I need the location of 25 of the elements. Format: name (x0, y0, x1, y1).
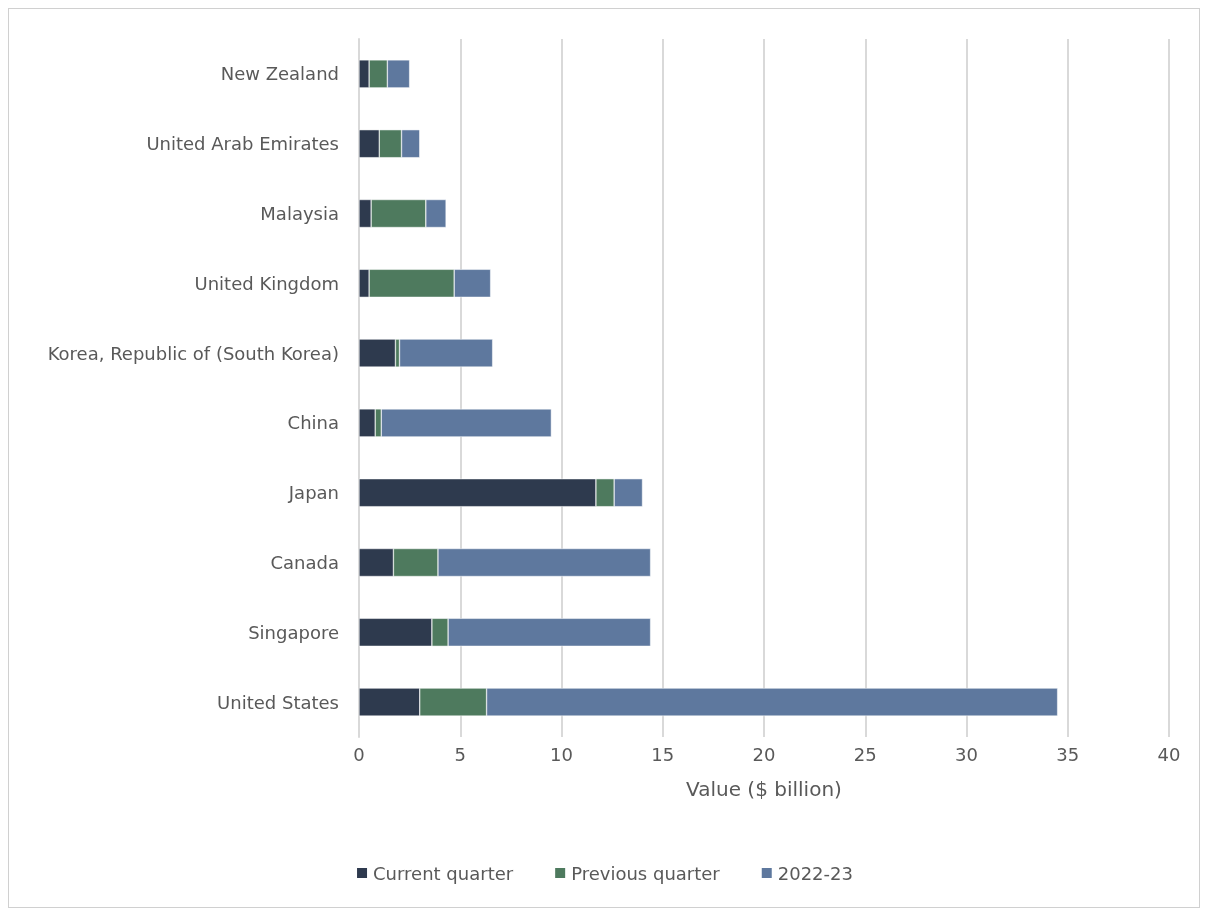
y-tick-label: Singapore (248, 621, 339, 643)
y-tick-label: Malaysia (260, 203, 339, 224)
y-tick-label: United States (217, 691, 339, 713)
y-tick-label: Japan (287, 482, 339, 504)
x-tick-label: 30 (955, 743, 978, 765)
y-tick-label: United Kingdom (194, 272, 339, 294)
y-tick-label: New Zealand (220, 63, 339, 85)
y-tick-label: Canada (270, 552, 339, 573)
x-tick-label: 0 (353, 743, 365, 765)
legend-label: 2022-23 (777, 862, 853, 884)
x-tick-label: 40 (1157, 743, 1181, 765)
x-tick-label: 5 (454, 743, 466, 765)
x-tick-label: 15 (651, 743, 675, 765)
x-tick-label: 35 (1056, 743, 1080, 765)
y-tick-label: China (287, 412, 339, 434)
x-tick-label: 25 (853, 743, 877, 765)
x-tick-label: 20 (752, 743, 776, 765)
x-axis-title: Value ($ billion) (686, 777, 842, 801)
legend-label: Previous quarter (571, 862, 721, 884)
y-tick-label: United Arab Emirates (146, 133, 339, 155)
bar (359, 339, 396, 368)
bar (399, 339, 493, 368)
legend-label: Current quarter (373, 862, 514, 884)
x-tick-label: 10 (550, 743, 573, 765)
y-tick-label: Korea, Republic of (South Korea) (47, 342, 339, 364)
